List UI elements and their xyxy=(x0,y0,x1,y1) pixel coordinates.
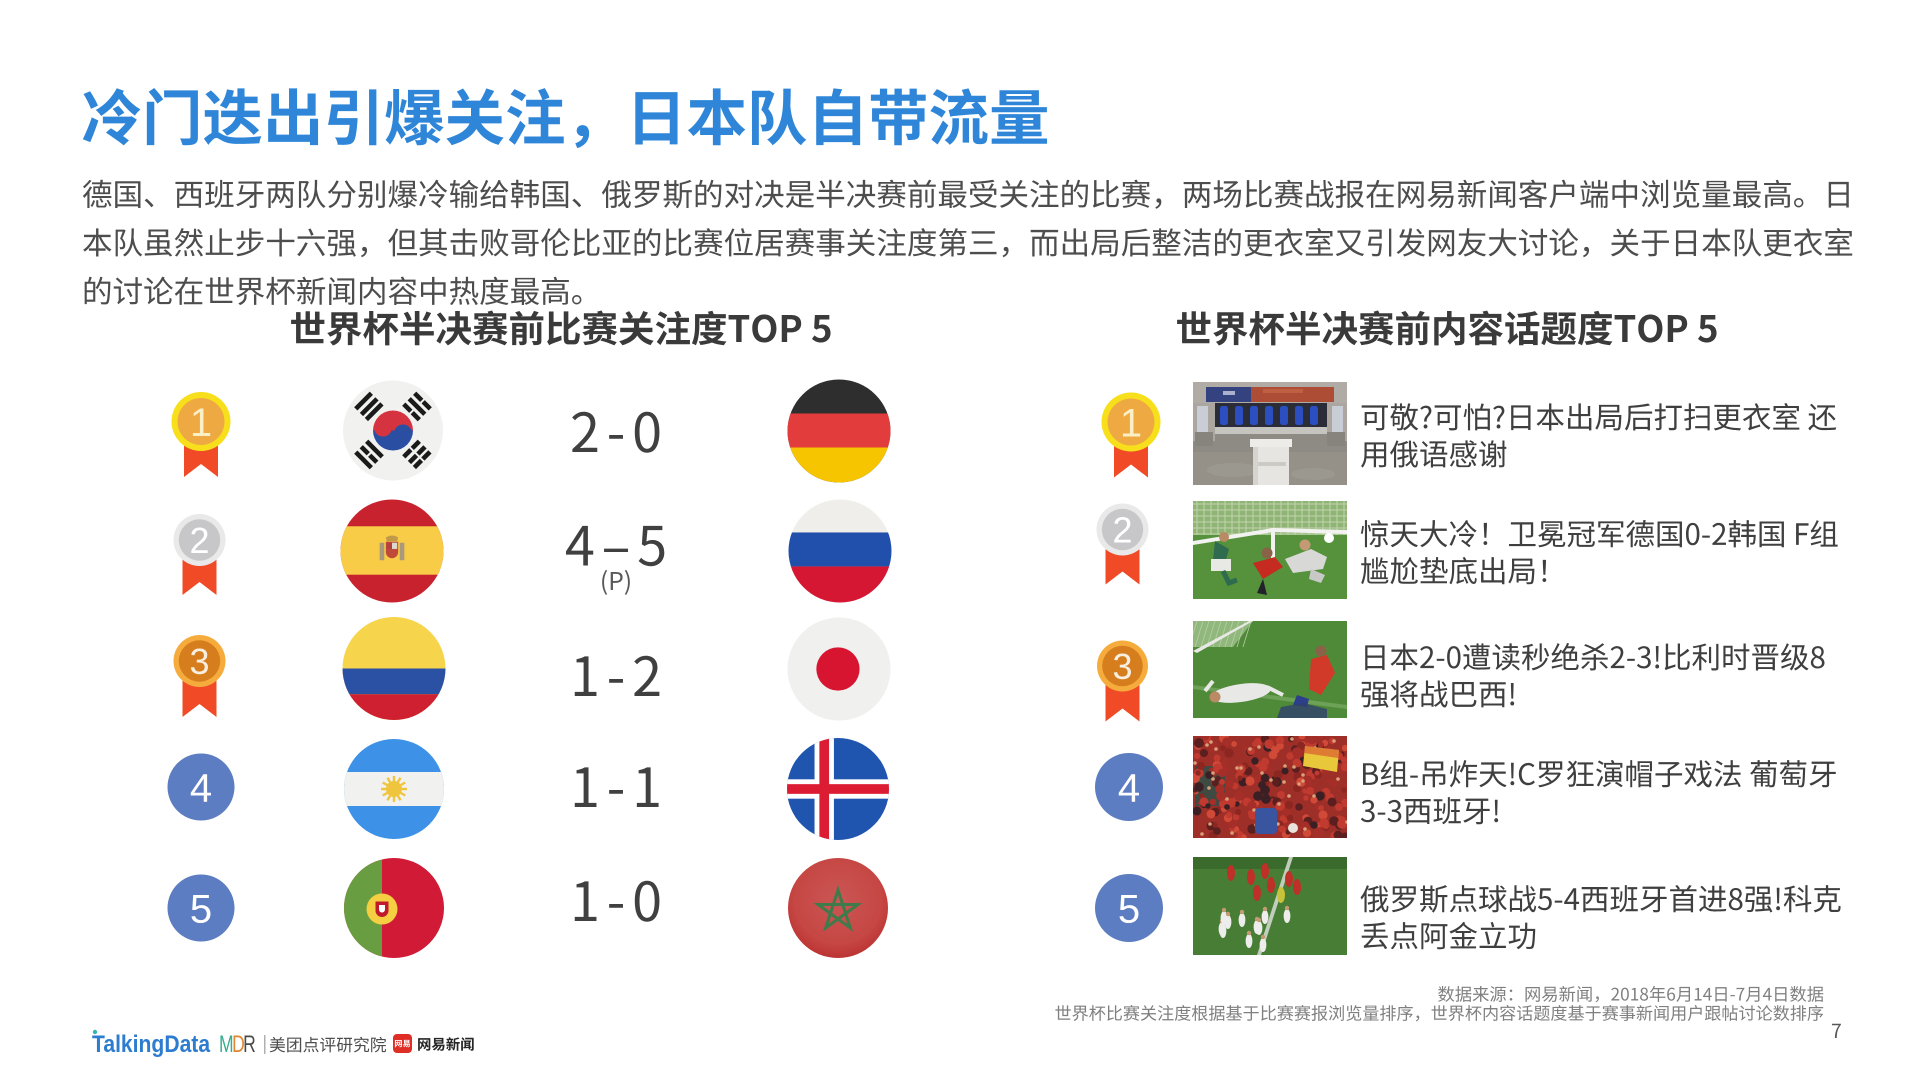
svg-text:4: 4 xyxy=(1118,767,1140,811)
svg-text:TalkingData: TalkingData xyxy=(92,1031,210,1058)
svg-text:2: 2 xyxy=(189,520,209,561)
svg-text:1: 1 xyxy=(190,401,212,445)
svg-text:2: 2 xyxy=(1112,510,1132,551)
svg-text:R: R xyxy=(243,1031,256,1057)
svg-text:D: D xyxy=(232,1031,245,1057)
svg-text:5: 5 xyxy=(190,888,212,932)
svg-text:5: 5 xyxy=(1118,888,1140,932)
svg-text:M: M xyxy=(219,1031,234,1057)
svg-text:1: 1 xyxy=(1120,402,1142,446)
svg-text:4: 4 xyxy=(190,767,212,811)
svg-text:3: 3 xyxy=(1112,646,1132,687)
svg-text:3: 3 xyxy=(189,641,209,682)
